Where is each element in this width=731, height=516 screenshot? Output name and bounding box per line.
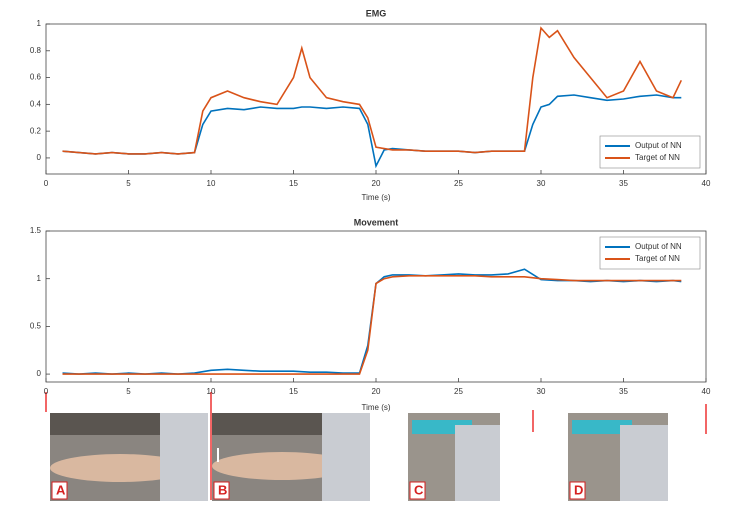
chart-title: Movement [354, 217, 399, 227]
x-tick-label: 10 [207, 179, 216, 188]
x-tick-label: 5 [126, 179, 131, 188]
legend-label: Output of NN [635, 141, 682, 150]
y-tick-label: 0.4 [30, 99, 42, 108]
y-tick-label: 0.5 [30, 321, 42, 330]
x-tick-label: 20 [372, 387, 381, 396]
y-tick-label: 0 [37, 153, 42, 162]
x-tick-label: 40 [702, 179, 711, 188]
photo-b-shirt [322, 413, 370, 501]
x-axis-label: Time (s) [361, 403, 390, 412]
photo-c-shirt [455, 425, 500, 501]
legend-label: Target of NN [635, 254, 680, 263]
x-tick-label: 25 [454, 179, 463, 188]
photo-a-shirt [160, 413, 208, 501]
photo-d-shirt [620, 425, 668, 501]
y-tick-label: 1 [37, 274, 42, 283]
y-tick-label: 0.2 [30, 126, 42, 135]
x-axis-label: Time (s) [361, 193, 390, 202]
legend-label: Output of NN [635, 242, 682, 251]
x-tick-label: 5 [126, 387, 131, 396]
y-tick-label: 0.6 [30, 73, 42, 82]
y-tick-label: 1.5 [30, 226, 42, 235]
y-tick-label: 1 [37, 19, 42, 28]
panel-label: D [574, 482, 583, 497]
x-tick-label: 40 [702, 387, 711, 396]
x-tick-label: 25 [454, 387, 463, 396]
x-tick-label: 15 [289, 387, 298, 396]
chart-title: EMG [366, 8, 387, 18]
y-tick-label: 0.8 [30, 46, 42, 55]
x-tick-label: 30 [537, 179, 546, 188]
x-tick-label: 0 [44, 179, 49, 188]
x-tick-label: 15 [289, 179, 298, 188]
y-tick-label: 0 [37, 369, 42, 378]
panel-label: B [218, 482, 227, 497]
x-tick-label: 30 [537, 387, 546, 396]
x-tick-label: 0 [44, 387, 49, 396]
panel-label: C [414, 482, 424, 497]
legend-label: Target of NN [635, 153, 680, 162]
figure: EMGTime (s)051015202530354000.20.40.60.8… [0, 0, 731, 516]
x-tick-label: 35 [619, 387, 628, 396]
x-tick-label: 35 [619, 179, 628, 188]
x-tick-label: 20 [372, 179, 381, 188]
x-tick-label: 10 [207, 387, 216, 396]
panel-label: A [56, 482, 66, 497]
